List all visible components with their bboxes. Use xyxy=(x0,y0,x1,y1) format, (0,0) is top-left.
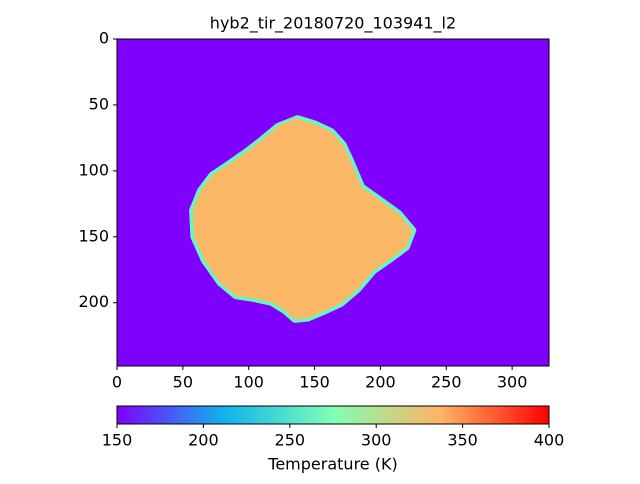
colorbar-tick-label: 250 xyxy=(275,431,306,450)
y-tick-label: 0 xyxy=(99,29,109,48)
colorbar xyxy=(116,405,550,425)
x-tick-label: 150 xyxy=(299,373,330,392)
x-tick-label: 0 xyxy=(112,373,122,392)
region-outline xyxy=(191,117,415,321)
x-tick-label: 250 xyxy=(431,373,462,392)
region-body xyxy=(192,118,414,320)
x-tick-label: 100 xyxy=(233,373,264,392)
y-tick-label: 200 xyxy=(78,292,109,311)
x-tick-label: 300 xyxy=(497,373,528,392)
plot-frame xyxy=(116,38,550,367)
y-tick-label: 50 xyxy=(89,94,109,113)
colorbar-tick-label: 150 xyxy=(102,431,133,450)
y-tick-label: 100 xyxy=(78,160,109,179)
y-tick-label: 150 xyxy=(78,226,109,245)
chart-title: hyb2_tir_20180720_103941_l2 xyxy=(210,14,456,34)
colorbar-label: Temperature (K) xyxy=(267,455,397,474)
colorbar-tick-label: 400 xyxy=(534,431,565,450)
x-tick-label: 200 xyxy=(365,373,396,392)
x-tick-label: 50 xyxy=(173,373,193,392)
colorbar-tick-label: 300 xyxy=(361,431,392,450)
colorbar-tick-label: 350 xyxy=(447,431,478,450)
colorbar-tick-label: 200 xyxy=(188,431,219,450)
